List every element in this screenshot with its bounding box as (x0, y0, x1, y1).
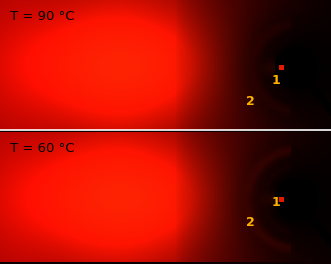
Text: 1: 1 (272, 196, 281, 209)
Text: T = 90 °C: T = 90 °C (10, 10, 74, 23)
Text: 2: 2 (246, 95, 254, 108)
Text: 2: 2 (246, 216, 254, 229)
Text: T = 60 °C: T = 60 °C (10, 142, 74, 155)
Text: 1: 1 (272, 74, 281, 87)
